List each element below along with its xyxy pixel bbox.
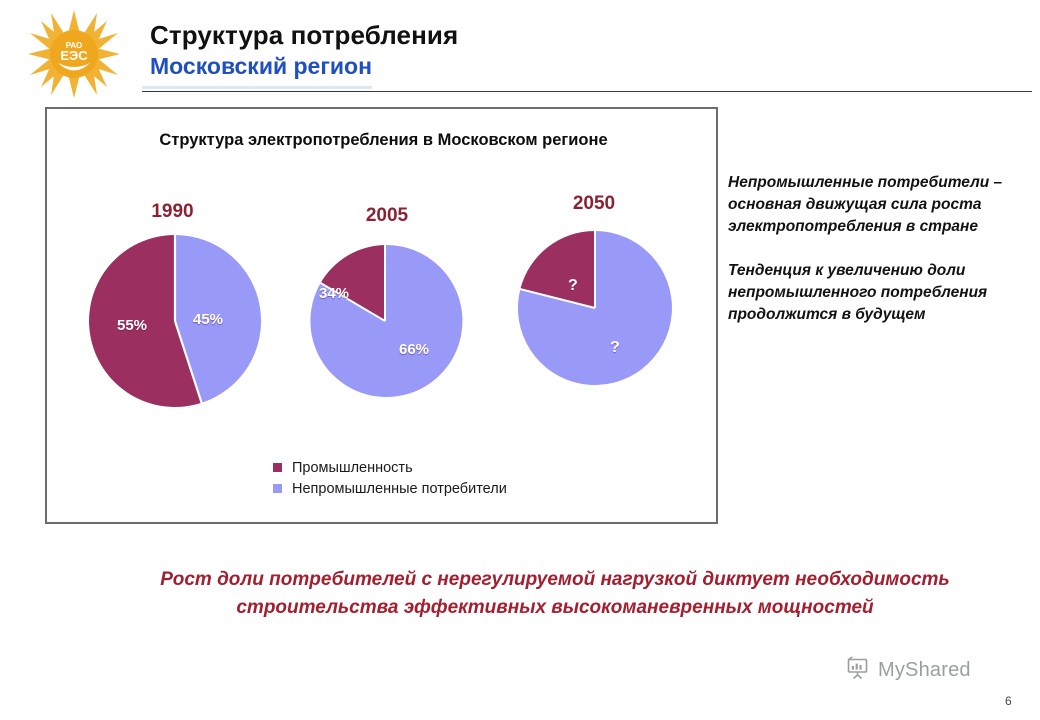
callout-text: Рост доли потребителей с нерегулируемой … [160,569,950,619]
pie-slice-label-nonindustry-2050: ? [610,339,620,356]
svg-text:ЕЭС: ЕЭС [60,48,88,63]
header-divider-soft [142,86,372,89]
watermark: MyShared [845,655,971,686]
legend-item-industry: Промышленность [273,457,507,478]
pie-year-label: 2005 [365,205,409,226]
page-title-block: Структура потребления Московский регион [150,20,750,80]
chart-legend: Промышленность Непромышленные потребител… [273,457,507,499]
pie-chart-2050: 2050 ? ? [494,193,694,403]
pie-svg-2050 [517,230,672,385]
page-number: 6 [1005,694,1012,708]
pie-year-label: 1990 [151,201,194,222]
pie-chart-1990: 1990 55% 45% [65,201,280,416]
pie-year-label: 2050 [572,193,616,214]
chart-panel: Структура электропотребления в Московско… [45,107,718,524]
legend-swatch-nonindustry [273,484,282,493]
pie-slice-label-nonindustry-2005: 66% [399,341,430,358]
watermark-label: MyShared [878,659,971,681]
legend-label-nonindustry: Непромышленные потребители [292,480,507,497]
note-paragraph-2: Тенденция к увеличению доли непромышленн… [728,262,988,323]
page-title: Структура потребления [150,20,459,50]
slide-header: РАО ЕЭС Структура потребления Московский… [0,0,1040,98]
legend-label-industry: Промышленность [292,459,413,476]
legend-item-nonindustry: Непромышленные потребители [273,478,507,499]
pie-svg-1990 [89,234,262,407]
presentation-board-icon [845,655,871,686]
chart-title: Структура электропотребления в Московско… [159,131,608,149]
legend-swatch-industry [273,463,282,472]
notes-block: Непромышленные потребители – основная дв… [728,172,1028,326]
page-subtitle: Московский регион [150,52,372,79]
note-paragraph-1: Непромышленные потребители – основная дв… [728,174,1003,235]
pie-slice-label-industry-1990: 55% [117,317,148,334]
pie-svg-2005 [310,244,463,397]
pie-slice-label-nonindustry-1990: 45% [193,311,224,328]
pie-chart-2005: 2005 34% 66% [287,201,487,401]
pie-slice-label-industry-2050: ? [568,277,578,294]
header-divider [142,91,1032,92]
pie-slice-label-industry-2005: 34% [319,285,350,302]
rao-ues-sun-logo: РАО ЕЭС [24,8,124,100]
svg-text:РАО: РАО [66,41,83,50]
